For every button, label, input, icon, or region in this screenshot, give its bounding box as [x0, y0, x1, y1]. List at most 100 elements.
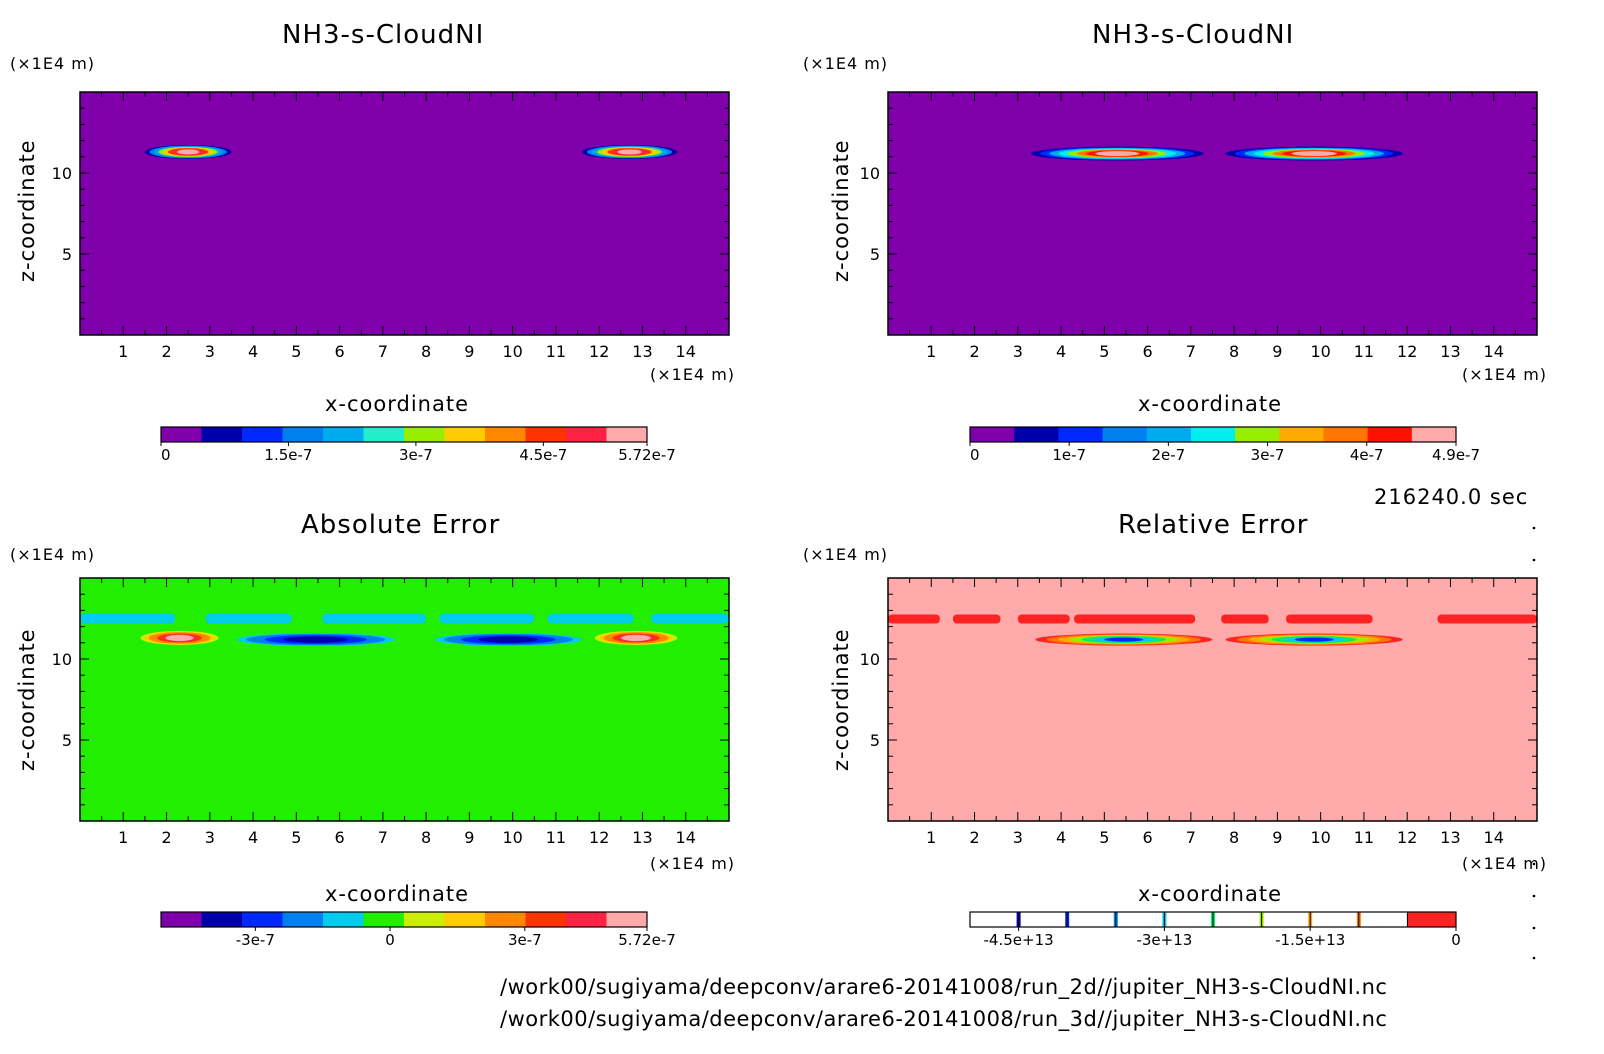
- panel-4-feature-3-seg-6: [1286, 614, 1373, 624]
- time-label: 216240.0 sec: [1374, 485, 1529, 509]
- panel-2-x-unit: (×1E4 m): [1462, 365, 1548, 384]
- panel-4-xlabel: x-coordinate: [1138, 882, 1283, 906]
- panel-4-x-unit: (×1E4 m): [1462, 854, 1548, 873]
- panel-4-xtick-6: 6: [1143, 828, 1153, 847]
- panel-2-xtick-2: 2: [969, 342, 979, 361]
- colorbar-swatch-6: [1190, 427, 1236, 442]
- panel-1-xtick-1: 1: [118, 342, 128, 361]
- panel-3-xtick-12: 12: [589, 828, 609, 847]
- panel-4-ytick-10: 10: [860, 650, 880, 669]
- panel-4-xtick-9: 9: [1272, 828, 1282, 847]
- panel-1-xlabel: x-coordinate: [325, 392, 470, 416]
- panel-1-xtick-11: 11: [546, 342, 566, 361]
- panel-2-title: NH3-s-CloudNI: [1092, 20, 1295, 50]
- colorbar-swatch-4: [282, 912, 324, 927]
- panel-4-xtick-7: 7: [1186, 828, 1196, 847]
- colorbar-swatch-2: [201, 912, 243, 927]
- panel-2-xtick-13: 13: [1440, 342, 1460, 361]
- panel-4-xtick-4: 4: [1056, 828, 1066, 847]
- panel-2-cbar-label-5: 4e-7: [1350, 446, 1384, 464]
- colorbar-swatch-10: [1367, 427, 1413, 442]
- panel-1-xtick-2: 2: [161, 342, 171, 361]
- colorbar-swatch-7: [404, 912, 445, 927]
- panel-3-cbar-label-1: -3e-7: [236, 931, 275, 949]
- colorbar-swatch-5: [323, 912, 364, 927]
- panel-3-xlabel: x-coordinate: [325, 882, 470, 906]
- colorbar-swatch-9: [1323, 427, 1369, 442]
- colorbar-swatch-6: [363, 427, 405, 442]
- panel-3-xtick-6: 6: [335, 828, 345, 847]
- colorbar-swatch-1: [161, 427, 202, 442]
- panel-4-xtick-2: 2: [969, 828, 979, 847]
- panel-4-feature-3-seg-5: [1221, 614, 1269, 624]
- panel-3-title: Absolute Error: [301, 510, 501, 540]
- panel-2-xtick-7: 7: [1186, 342, 1196, 361]
- panel-2-cbar-label-3: 2e-7: [1152, 446, 1186, 464]
- panel-4-feature-1-level-7: [1104, 637, 1144, 642]
- margin-dot-2: [1532, 558, 1536, 562]
- colorbar-swatch-4: [1102, 427, 1148, 442]
- panel-4-ylabel: z-coordinate: [829, 628, 853, 771]
- panel-2-feature-1-level-8: [1095, 151, 1140, 157]
- panel-2-ylabel: z-coordinate: [829, 139, 853, 282]
- panel-2-cbar-label-2: 1e-7: [1052, 446, 1086, 464]
- panel-3-cbar-label-2: 0: [385, 931, 395, 949]
- panel-4-xtick-12: 12: [1397, 828, 1417, 847]
- panel-3-cbar-label-3: 3e-7: [508, 931, 542, 949]
- colorbar-swatch-3: [1058, 427, 1104, 442]
- panel-1-colorbar: 0 1.5e-7 3e-7 4.5e-7 5.72e-7: [160, 426, 676, 464]
- panel-1-field: [80, 92, 729, 335]
- panel-3-ytick-10: 10: [52, 650, 72, 669]
- panel-4-xtick-10: 10: [1310, 828, 1330, 847]
- panel-3-feature-5-seg-2: [205, 613, 293, 624]
- panel-4-xtick-11: 11: [1354, 828, 1374, 847]
- panel-1-cbar-label-1: 0: [161, 446, 171, 464]
- colorbar-swatch-10: [525, 427, 567, 442]
- panel-4-ytick-5: 5: [870, 731, 880, 750]
- panel-2-xtick-3: 3: [1013, 342, 1023, 361]
- panel-1-xtick-5: 5: [291, 342, 301, 361]
- panel-1-xtick-12: 12: [589, 342, 609, 361]
- colorbar-swatch-1: [970, 427, 1015, 442]
- colorbar-swatch-3: [242, 912, 283, 927]
- panel-1-cbar-label-2: 1.5e-7: [264, 446, 312, 464]
- colorbar-swatch-7: [404, 427, 445, 442]
- panel-4-feature-2-level-7: [1294, 637, 1334, 642]
- panel-1-xtick-13: 13: [632, 342, 652, 361]
- margin-dot-4: [1532, 894, 1536, 898]
- colorbar-swatch-1: [161, 912, 202, 927]
- colorbar-swatch-3: [242, 427, 283, 442]
- panel-1-feature-1-level-8: [177, 149, 200, 155]
- margin-dot-3: [1532, 862, 1536, 866]
- panel-2-field: [888, 92, 1537, 335]
- panel-3-x-unit: (×1E4 m): [650, 854, 736, 873]
- panel-4-xtick-8: 8: [1229, 828, 1239, 847]
- panel-2-xtick-8: 8: [1229, 342, 1239, 361]
- panel-2-xtick-6: 6: [1143, 342, 1153, 361]
- panel-3-xtick-9: 9: [464, 828, 474, 847]
- panel-2-xtick-12: 12: [1397, 342, 1417, 361]
- panel-2-xtick-1: 1: [926, 342, 936, 361]
- panel-4-xtick-5: 5: [1099, 828, 1109, 847]
- panel-3-feature-4-level-8: [487, 637, 530, 643]
- panel-4-xtick-13: 13: [1440, 828, 1460, 847]
- panel-4-field: [888, 578, 1537, 821]
- panel-3-colorbar: -3e-7 0 3e-7 5.72e-7: [160, 911, 676, 949]
- colorbar-swatch-2: [1014, 427, 1059, 442]
- panel-4-feature-3-seg-4: [1074, 614, 1196, 624]
- panel-4-title: Relative Error: [1118, 510, 1309, 540]
- panel-2-cbar-label-4: 3e-7: [1251, 446, 1285, 464]
- colorbar-swatch-2: [201, 427, 243, 442]
- panel-3-feature-5-seg-1: [80, 613, 176, 624]
- panel-3-xtick-4: 4: [248, 828, 258, 847]
- colorbar-swatch-8: [444, 427, 486, 442]
- panel-2-y-unit: (×1E4 m): [803, 54, 889, 73]
- panel-3-ytick-5: 5: [62, 731, 72, 750]
- colorbar-swatch-11: [1411, 427, 1457, 442]
- panel-4-feature-3-seg-2: [952, 614, 1001, 624]
- colorbar-swatch-8: [444, 912, 486, 927]
- panel-1-xtick-9: 9: [464, 342, 474, 361]
